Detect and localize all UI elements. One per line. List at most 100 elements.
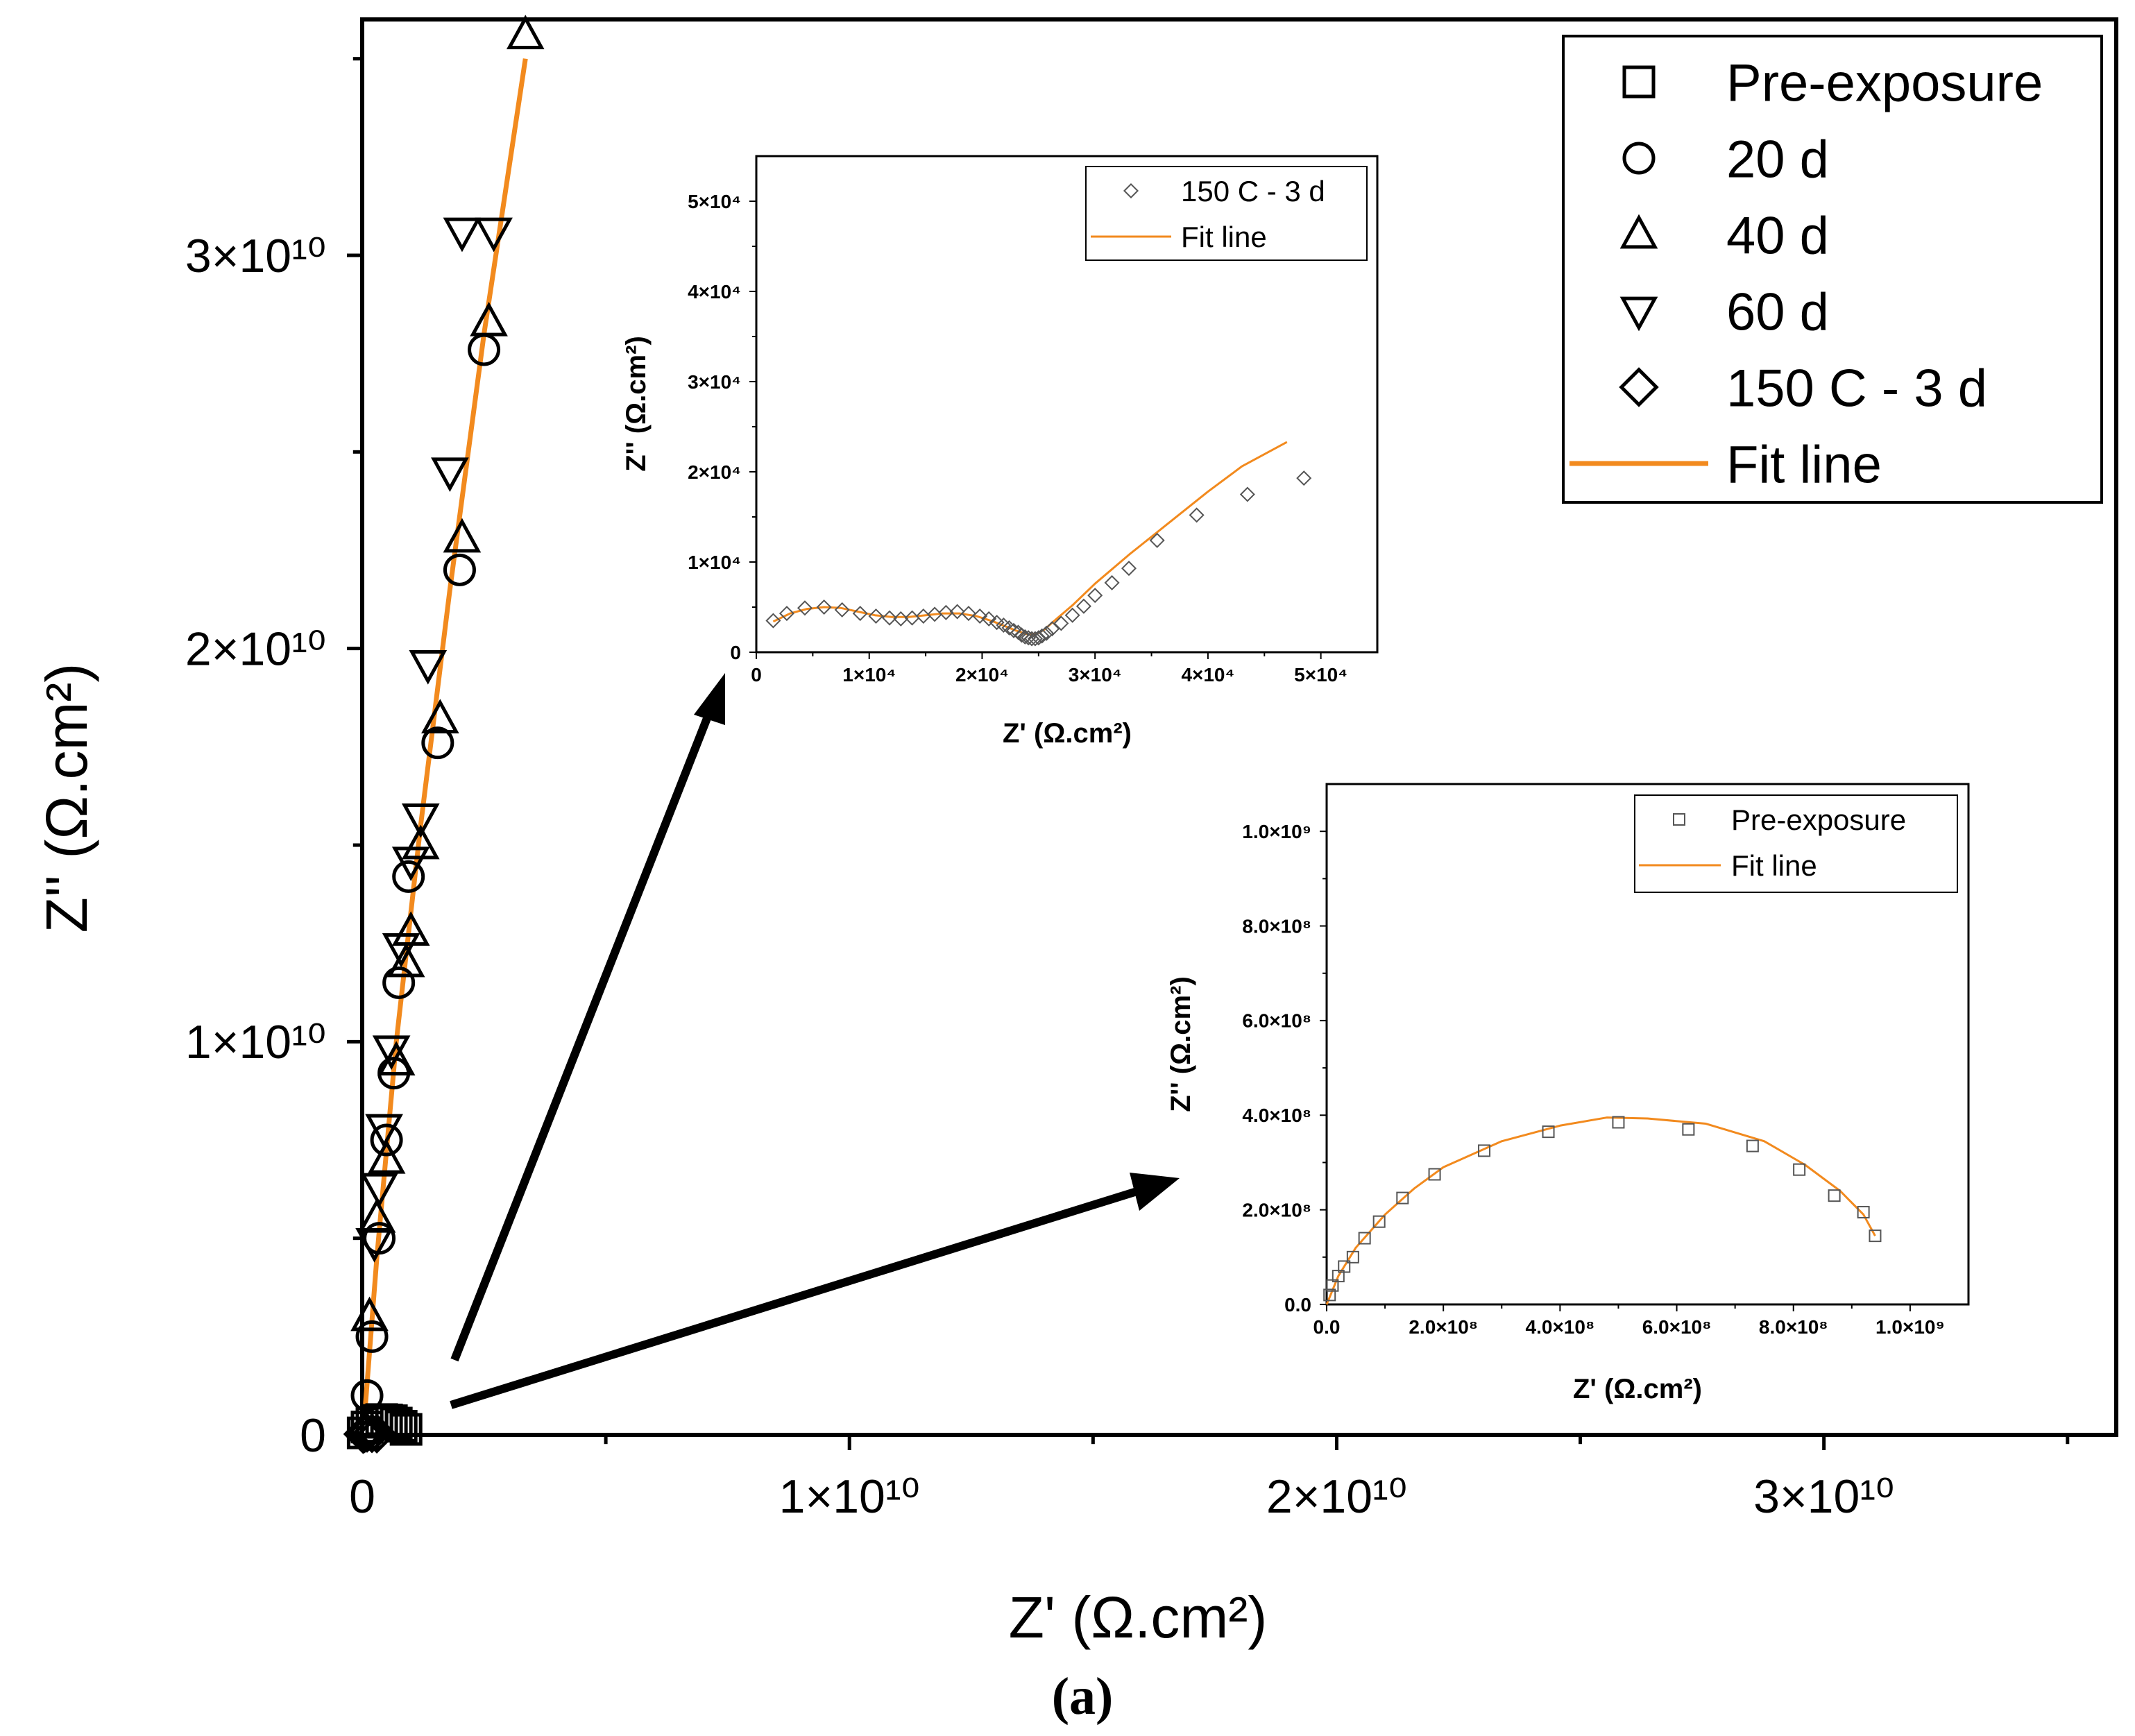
inset-150c-x-tick-label: 2×10⁴ — [955, 664, 1009, 686]
main-circle-point — [443, 553, 476, 586]
inset-150c-diamond-point — [1189, 507, 1205, 523]
inset-150c-diamond-point — [1034, 628, 1050, 644]
inset-150c-y-tick-label: 2×10⁴ — [688, 461, 741, 483]
inset-150c-diamond-point — [765, 613, 781, 629]
main-legend-square-swatch — [1622, 65, 1656, 99]
inset-pointer-arrows — [450, 673, 1180, 1409]
main-plot-frame — [360, 17, 2118, 1437]
inset-150c-y-ticks: 0 1×10⁴ 2×10⁴ 3×10⁴ 4×10⁴ 5×10⁴ — [688, 191, 756, 663]
main-triangle-up-point — [350, 1296, 389, 1331]
inset-150c-legend: 150 C - 3 d Fit line — [1091, 175, 1325, 253]
main-legend-triangle-up-swatch — [1619, 214, 1658, 249]
inset-150c-diamond-point — [1027, 631, 1043, 647]
main-triangle-down-point — [360, 1173, 398, 1208]
main-triangle-down-point — [372, 1035, 411, 1071]
main-x-tick-label: 1×10¹⁰ — [779, 1470, 920, 1523]
inset-150c-y-tick-label: 0 — [730, 642, 741, 663]
inset-150c-diamond-point — [1149, 532, 1165, 548]
arrow-to-pre-inset — [450, 1186, 1143, 1409]
inset-pre-square-point — [1828, 1189, 1841, 1202]
inset-pre-legend: Pre-exposure Fit line — [1639, 803, 1906, 882]
inset-150c-y-tick-label: 4×10⁴ — [688, 281, 741, 303]
inset-150c-diamond-point — [1121, 561, 1137, 577]
arrow-head-150c — [694, 673, 725, 725]
main-triangle-down-point — [355, 1227, 393, 1263]
inset-pre-plot: 0.0 2.0×10⁸ 4.0×10⁸ 6.0×10⁸ 8.0×10⁸ 1.0×10⁹ 0… — [1166, 783, 1970, 1404]
inset-150c-diamond-point — [852, 606, 868, 622]
main-circle-point — [392, 860, 425, 893]
inset-pre-x-tick-label: 6.0×10⁸ — [1642, 1316, 1712, 1338]
inset-pre-square-point — [1542, 1125, 1555, 1139]
main-legend-box — [1562, 35, 2103, 504]
main-triangle-down-point — [409, 649, 448, 685]
inset-pre-x-tick-label: 8.0×10⁸ — [1759, 1316, 1828, 1338]
inset-pre-y-tick-label: 4.0×10⁸ — [1242, 1105, 1311, 1126]
main-triangle-down-point — [391, 846, 430, 882]
inset-150c-diamond-point — [882, 610, 898, 626]
inset-pre-square-point — [1612, 1116, 1625, 1129]
inset-150c-diamond-point — [949, 604, 965, 620]
inset-150c-y-axis-title: Z'' (Ω.cm²) — [621, 336, 652, 472]
main-x-tick-label: 3×10¹⁰ — [1753, 1470, 1894, 1523]
inset-150c-diamond-point — [834, 602, 850, 618]
main-triangle-down-point — [365, 1114, 403, 1149]
main-y-tick-label: 1×10¹⁰ — [185, 1016, 326, 1069]
main-x-ticks: 0 1×10¹⁰ 2×10¹⁰ 3×10¹⁰ — [349, 1435, 2070, 1523]
inset-pre-y-tick-label: 0.0 — [1284, 1294, 1311, 1316]
inset-150c-diamond-point — [1104, 575, 1120, 590]
inset-150c-x-tick-label: 1×10⁴ — [842, 664, 896, 686]
inset-pre-square-point — [1793, 1163, 1806, 1176]
inset-pre-square-point — [1338, 1260, 1351, 1273]
inset-pre-square-point — [1428, 1168, 1441, 1181]
inset-150c-diamond-point — [868, 608, 884, 624]
inset-150c-diamond-point — [1039, 625, 1055, 641]
main-triangle-down-point — [475, 217, 513, 253]
inset-pre-y-ticks: 0.0 2.0×10⁸ 4.0×10⁸ 6.0×10⁸ 8.0×10⁸ 1.0×10⁹ — [1242, 821, 1327, 1316]
inset-150c-diamond-point — [1296, 470, 1312, 486]
inset-150c-y-tick-label: 3×10⁴ — [688, 371, 741, 393]
inset-pre-y-tick-label: 6.0×10⁸ — [1242, 1010, 1311, 1032]
inset-150c-diamond-point — [938, 604, 954, 620]
inset-150c-diamond-point — [1075, 598, 1091, 614]
inset-pre-x-tick-label: 0.0 — [1313, 1316, 1341, 1338]
main-legend-circle-swatch — [1622, 142, 1656, 175]
main-diamond-point — [347, 1413, 387, 1453]
main-y-ticks: 0 1×10¹⁰ 2×10¹⁰ 3×10¹⁰ — [185, 57, 362, 1462]
inset-pre-y-tick-label: 8.0×10⁸ — [1242, 915, 1311, 937]
main-diamond-point — [357, 1413, 397, 1454]
inset-150c-diamond-point — [1239, 486, 1255, 502]
inset-pre-x-axis-title: Z' (Ω.cm²) — [1573, 1374, 1702, 1404]
main-triangle-up-point — [506, 15, 545, 50]
main-circle-point — [421, 726, 454, 760]
main-triangle-up-point — [443, 518, 482, 553]
inset2-legend-square-swatch — [1673, 813, 1685, 826]
main-x-tick-label: 2×10¹⁰ — [1266, 1470, 1407, 1523]
inset-pre-square-point — [1746, 1139, 1759, 1152]
inset-pre-fit-line — [1325, 1116, 1876, 1305]
main-circle-point — [355, 1320, 389, 1353]
inset-pre-x-tick-label: 1.0×10⁹ — [1875, 1316, 1945, 1338]
inset-150c-x-tick-label: 4×10⁴ — [1181, 664, 1234, 686]
inset-150c-diamond-point — [1001, 620, 1017, 636]
main-y-axis-title: Z'' (Ω.cm²) — [34, 663, 99, 933]
main-y-tick-label: 3×10¹⁰ — [185, 230, 326, 282]
inset-150c-y-tick-label: 1×10⁴ — [688, 552, 741, 573]
main-triangle-down-point — [443, 217, 482, 253]
inset-pre-x-tick-label: 4.0×10⁸ — [1526, 1316, 1595, 1338]
inset-150c-x-tick-label: 0 — [751, 664, 762, 686]
main-x-axis-title: Z' (Ω.cm²) — [1009, 1585, 1268, 1650]
inset-150c-x-axis-title: Z' (Ω.cm²) — [1003, 718, 1132, 749]
inset-150c-diamond-point — [893, 611, 909, 627]
inset-150c-diamond-point — [960, 606, 976, 622]
inset-150c-diamond-point — [972, 608, 988, 624]
inset-150c-diamond-point — [1006, 622, 1022, 638]
main-triangle-up-point — [421, 699, 459, 734]
inset-150c-diamond-point — [1087, 588, 1103, 604]
inset-150c-diamond-point — [981, 611, 997, 627]
main-x-tick-label: 0 — [349, 1470, 375, 1523]
main-legend-triangle-down-swatch — [1619, 296, 1658, 332]
main-circle-point — [382, 966, 416, 999]
main-legend-label: 150 C - 3 d — [1726, 359, 1987, 418]
figure-caption: (a) — [1052, 1667, 1114, 1726]
main-diamond-point — [352, 1413, 392, 1454]
